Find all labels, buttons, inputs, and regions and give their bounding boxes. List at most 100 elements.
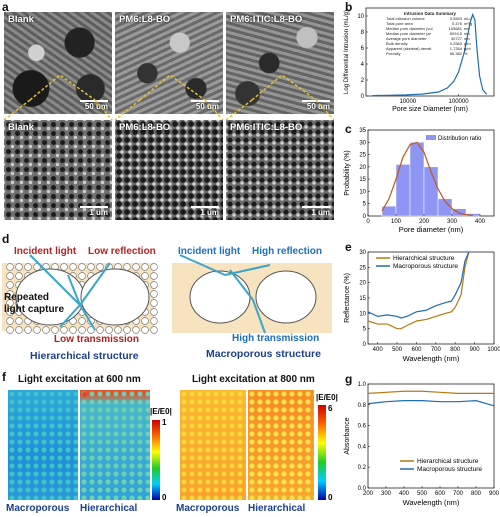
y-tick-label: 1.0 <box>358 382 367 388</box>
x-tick-label: 400 <box>399 491 410 497</box>
table-cell-unit: g/m <box>464 41 471 46</box>
y-tick-label: 30 <box>359 250 366 256</box>
table-cell-name: Apparent (skeletal) densit <box>386 46 432 51</box>
x-tick-label: 700 <box>453 491 464 497</box>
legend-label: Hierarchical structure <box>393 255 455 262</box>
x-tick-label: 200 <box>419 219 430 225</box>
fit-curve <box>381 141 474 217</box>
small-pore <box>141 317 149 325</box>
x-tick-label: 200 <box>363 491 374 497</box>
y-tick-label: 6 <box>361 46 365 52</box>
small-pore <box>141 263 149 271</box>
x-tick-label: 400 <box>373 347 384 353</box>
small-pore <box>96 263 104 271</box>
small-pore <box>6 308 14 316</box>
table-cell-name: Bulk density <box>386 41 408 46</box>
small-pore <box>150 263 158 271</box>
field-map-hierarchical-600 <box>80 390 150 500</box>
table-row: Bulk density 0.2563 g/m <box>386 41 474 46</box>
legend-label: Macroporous structure <box>393 263 458 270</box>
small-pore <box>150 326 158 334</box>
table-cell-value: 6094.5 <box>449 31 462 36</box>
table-cell-name: Median pore diameter (ar <box>386 31 431 36</box>
y-tick-label: 2 <box>361 78 365 84</box>
y-tick-label: 0.6 <box>358 424 367 430</box>
small-pore <box>123 326 131 334</box>
histogram-bar <box>423 166 439 217</box>
sem-label: Blank <box>8 14 34 25</box>
sem-label: PM6:ITIC:L8-BO <box>230 14 303 25</box>
panel-label-c: c <box>345 122 352 136</box>
plot-frame <box>367 383 495 489</box>
table-row: Apparent (skeletal) densit 1.7354 g/m <box>386 46 474 51</box>
small-pore <box>15 263 23 271</box>
label-high-transmission: High transmission <box>232 333 320 344</box>
small-pore <box>15 317 23 325</box>
scale-text: 1 um <box>311 208 330 217</box>
table-cell-unit: nm <box>464 36 470 41</box>
table-cell-value: 1.7354 <box>449 46 462 51</box>
label-repeated: Repeated <box>4 292 50 303</box>
x-tick-label: 800 <box>471 491 482 497</box>
schematic-hierarchical <box>2 254 158 334</box>
field-map-macroporous-800 <box>180 390 246 500</box>
sem-bottom-3: PM6:ITIC:L8-BO 1 um <box>226 120 334 220</box>
table-cell-value: 66.382 <box>449 51 462 56</box>
histogram-bar <box>437 198 453 217</box>
legend-swatch <box>426 135 436 140</box>
sem-top-3: PM6:ITIC:L8-BO 50 um <box>226 12 334 114</box>
y-tick-label: 15 <box>359 296 366 302</box>
small-pore <box>87 263 95 271</box>
panel-label-e: e <box>345 240 352 254</box>
field-map-macroporous-600 <box>8 390 78 500</box>
y-tick-label: 0 <box>363 214 367 220</box>
chart-c: 0 5 10 15 20 25 30 35 0 100 200 300 400 Distribution … <box>344 128 495 234</box>
small-pore <box>60 263 68 271</box>
legend-label: Distribution ratio <box>438 136 482 142</box>
small-pore <box>60 326 68 334</box>
y-tick-label: 20 <box>359 165 366 171</box>
sem-top-2: PM6:L8-BO 50 um <box>115 12 223 114</box>
small-pore <box>15 272 23 280</box>
y-tick-label: 5 <box>363 202 367 208</box>
reflectance-curve <box>367 251 470 319</box>
sem-label: PM6:L8-BO <box>119 122 171 133</box>
legend-label: Hierarchical structure <box>417 458 479 465</box>
x-tick-label: 300 <box>381 491 392 497</box>
small-pore <box>69 263 77 271</box>
sem-bottom-2: PM6:L8-BO 1 um <box>115 120 223 220</box>
small-pore <box>24 326 32 334</box>
x-tick-label: 300 <box>447 219 458 225</box>
sem-label: PM6:L8-BO <box>119 14 171 25</box>
small-pore <box>96 326 104 334</box>
y-tick-label: 30 <box>359 140 366 146</box>
colorbar-label-800: |E/E0| <box>316 393 338 402</box>
small-pore <box>141 326 149 334</box>
table-cell-name: Median pore diameter (vol <box>386 26 433 31</box>
table-row: Total pore area 0.476 m²/g <box>386 21 474 26</box>
absorbance-curve <box>367 390 494 394</box>
y-tick-label: 8 <box>361 30 365 36</box>
scale-text: 50 um <box>84 102 108 111</box>
y-tick-label: 35 <box>359 128 366 134</box>
colorbar-min-800: 0 <box>328 493 333 502</box>
table-cell-value: 105681 <box>448 26 462 31</box>
x-axis-label: Pore diameter (nm) <box>399 225 464 234</box>
field-map-hierarchical-800 <box>248 390 314 500</box>
label-incident-light: Incident light <box>14 246 77 257</box>
small-pore <box>6 317 14 325</box>
small-pore <box>42 326 50 334</box>
intrusion-summary-table: Intrusion Data Summary Total intrusion v… <box>386 11 474 56</box>
x-tick-label: 700 <box>431 347 442 353</box>
table-row: Median pore diameter (ar 6094.5 nm <box>386 31 474 36</box>
absorbance-curve <box>367 400 495 407</box>
scale-bar <box>191 206 219 208</box>
panel-label-f: f <box>2 370 6 384</box>
colorbar-label-600: |E/E0| <box>150 407 172 416</box>
x-tick-label: 1000 <box>487 347 500 353</box>
small-pore <box>15 326 23 334</box>
table-cell-value: 3.5553 <box>449 16 462 21</box>
title-600nm: Light excitation at 600 nm <box>18 374 141 385</box>
small-pore <box>6 281 14 289</box>
